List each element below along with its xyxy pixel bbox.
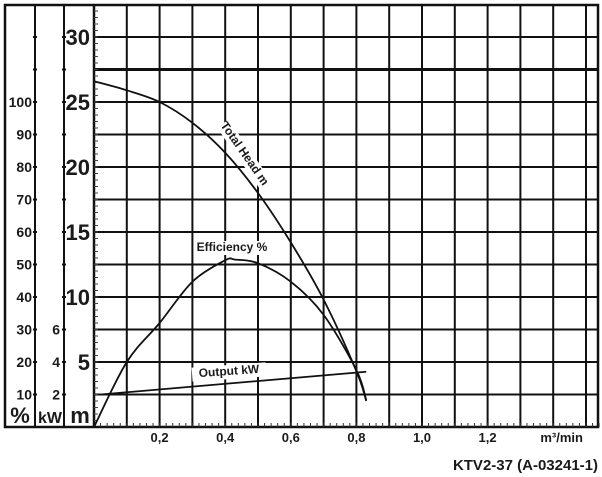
output-label-background (191, 362, 267, 382)
efficiency-label-background (195, 241, 269, 255)
y-tick-label-m: 15 (66, 220, 90, 245)
y-tick-label-pct: 90 (16, 127, 32, 143)
series-line-total-head (93, 80, 368, 402)
y-tick-label-pct: 20 (16, 354, 32, 370)
y-tick-label-m: 30 (66, 25, 90, 50)
x-tick-label: 1,0 (413, 430, 431, 445)
series-line-output (100, 370, 367, 396)
x-tick-label: 0,2 (151, 430, 169, 445)
efficiency-label: Efficiency % (197, 240, 268, 254)
grid (94, 5, 598, 427)
y-tick-label-pct: 100 (9, 94, 33, 110)
y-axis-unit-m: m (70, 403, 90, 428)
y-tick-label-pct: 40 (16, 289, 32, 305)
x-tick-label: 1,2 (479, 430, 497, 445)
y-tick-label-m: 20 (66, 155, 90, 180)
axes: 0,2 0,4 0,6 0,8 1,0 1,2 m³/min 5 10 15 20 25 30 m2 4 6 k… (3, 3, 600, 445)
y-tick-label-m: 5 (78, 350, 90, 375)
x-tick-label: 0,8 (347, 430, 365, 445)
y-tick-label-pct: 50 (16, 257, 32, 273)
curves (93, 80, 368, 428)
x-tick-label: 0,4 (216, 430, 235, 445)
y-tick-label-pct: 10 (16, 387, 32, 403)
y-tick-label-kW: 4 (52, 354, 60, 370)
y-tick-label-pct: 80 (16, 159, 32, 175)
x-axis-unit: m³/min (540, 430, 583, 445)
y-tick-label-m: 25 (66, 90, 90, 115)
y-tick-label-pct: 60 (16, 224, 32, 240)
model-footer: KTV2-37 (A-03241-1) (453, 457, 598, 474)
y-tick-label-kW: 2 (52, 387, 60, 403)
y-tick-label-pct: 70 (16, 192, 32, 208)
total-head-label-background (217, 119, 271, 189)
y-axis-unit-kW: kW (38, 410, 63, 427)
chart-frame (3, 3, 600, 429)
y-tick-label-kW: 6 (52, 322, 60, 338)
y-tick-label-m: 10 (66, 285, 90, 310)
output-label: Output kW (198, 362, 260, 380)
y-tick-label-pct: 30 (16, 322, 32, 338)
y-axis-unit-pct: % (10, 403, 30, 428)
x-tick-label: 0,6 (282, 430, 300, 445)
series-line-efficiency (93, 257, 368, 428)
